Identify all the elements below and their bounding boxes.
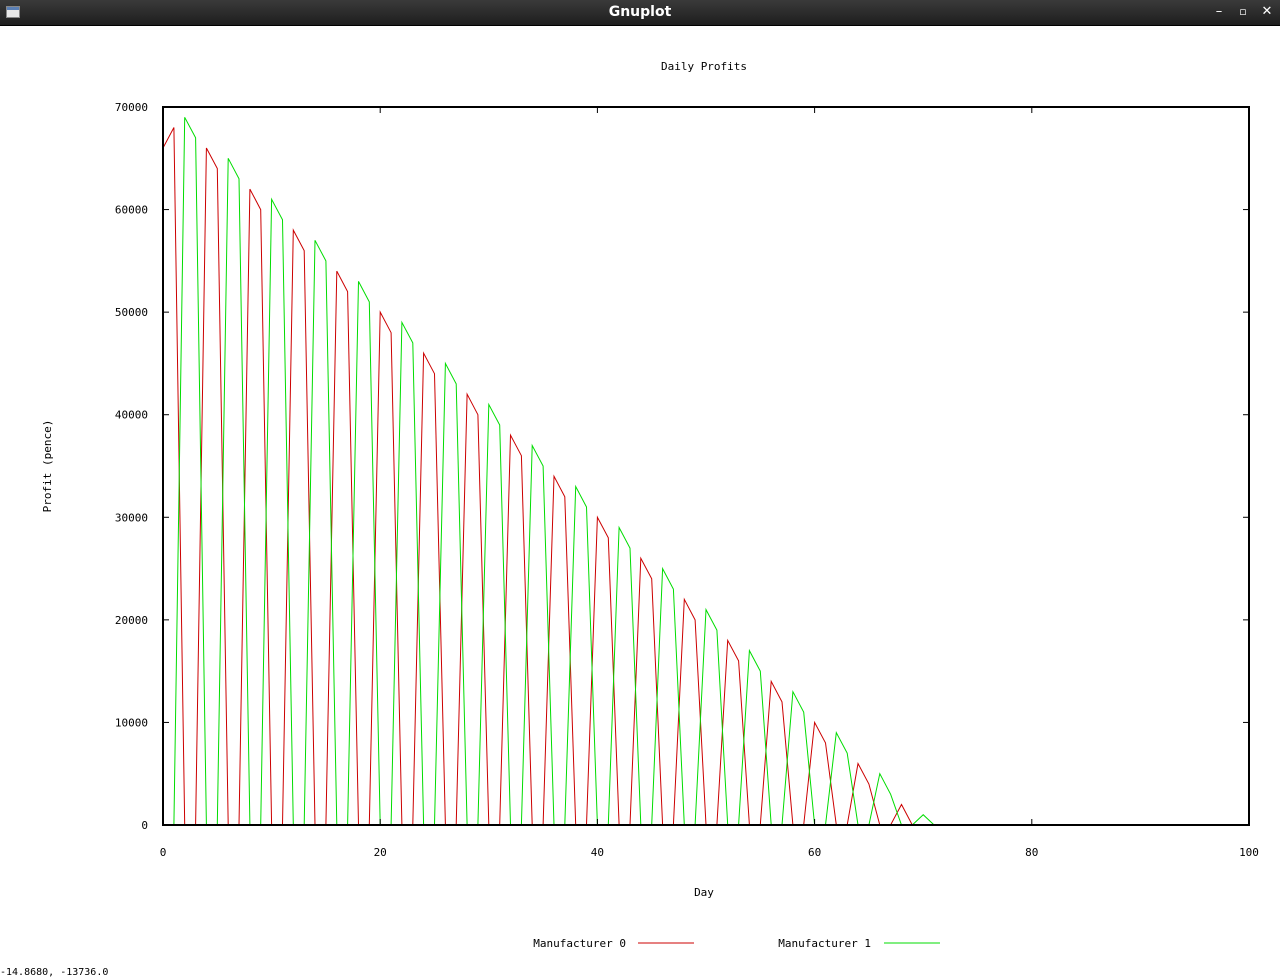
legend-label: Manufacturer 1 xyxy=(778,937,871,950)
window-titlebar[interactable]: Gnuplot – ▫ ✕ xyxy=(0,0,1280,26)
maximize-button[interactable]: ▫ xyxy=(1239,5,1247,18)
window-title: Gnuplot xyxy=(608,4,672,20)
y-axis-label: Profit (pence) xyxy=(41,420,54,513)
y-tick-label: 20000 xyxy=(115,614,148,627)
chart-svg[interactable]: Daily Profits 0 20 40 60 80 100 0 10000 20000 300… xyxy=(0,26,1280,966)
plot-frame xyxy=(162,106,1250,826)
close-button[interactable]: ✕ xyxy=(1261,4,1273,19)
x-tick-label: 60 xyxy=(808,846,821,859)
series-line-manufacturer-1 xyxy=(173,117,1249,826)
chart-title: Daily Profits xyxy=(661,60,747,73)
y-tick-label: 10000 xyxy=(115,716,148,729)
series-layer xyxy=(162,117,1249,826)
y-tick-label: 60000 xyxy=(115,204,148,217)
y-tick-label: 70000 xyxy=(115,101,148,114)
y-tick-label: 0 xyxy=(141,819,148,832)
x-tick-label: 20 xyxy=(374,846,387,859)
window-icon[interactable] xyxy=(6,6,20,18)
series-line-manufacturer-0 xyxy=(162,127,1249,826)
x-axis-label: Day xyxy=(694,886,714,899)
axis-layer: 0 20 40 60 80 100 0 10000 20000 30000 40000 50000 60… xyxy=(115,101,1259,859)
coordinate-readout: -14.8680, -13736.0 xyxy=(0,967,109,978)
x-tick-label: 80 xyxy=(1025,846,1038,859)
legend-label: Manufacturer 0 xyxy=(533,937,626,950)
plot-area[interactable]: Daily Profits 0 20 40 60 80 100 0 10000 20000 300… xyxy=(0,26,1280,966)
legend: Manufacturer 0 Manufacturer 1 xyxy=(533,937,940,950)
y-tick-label: 50000 xyxy=(115,306,148,319)
x-tick-label: 100 xyxy=(1239,846,1259,859)
x-tick-label: 0 xyxy=(160,846,167,859)
minimize-button[interactable]: – xyxy=(1215,4,1223,19)
y-tick-label: 40000 xyxy=(115,409,148,422)
x-tick-label: 40 xyxy=(591,846,604,859)
y-tick-label: 30000 xyxy=(115,511,148,524)
